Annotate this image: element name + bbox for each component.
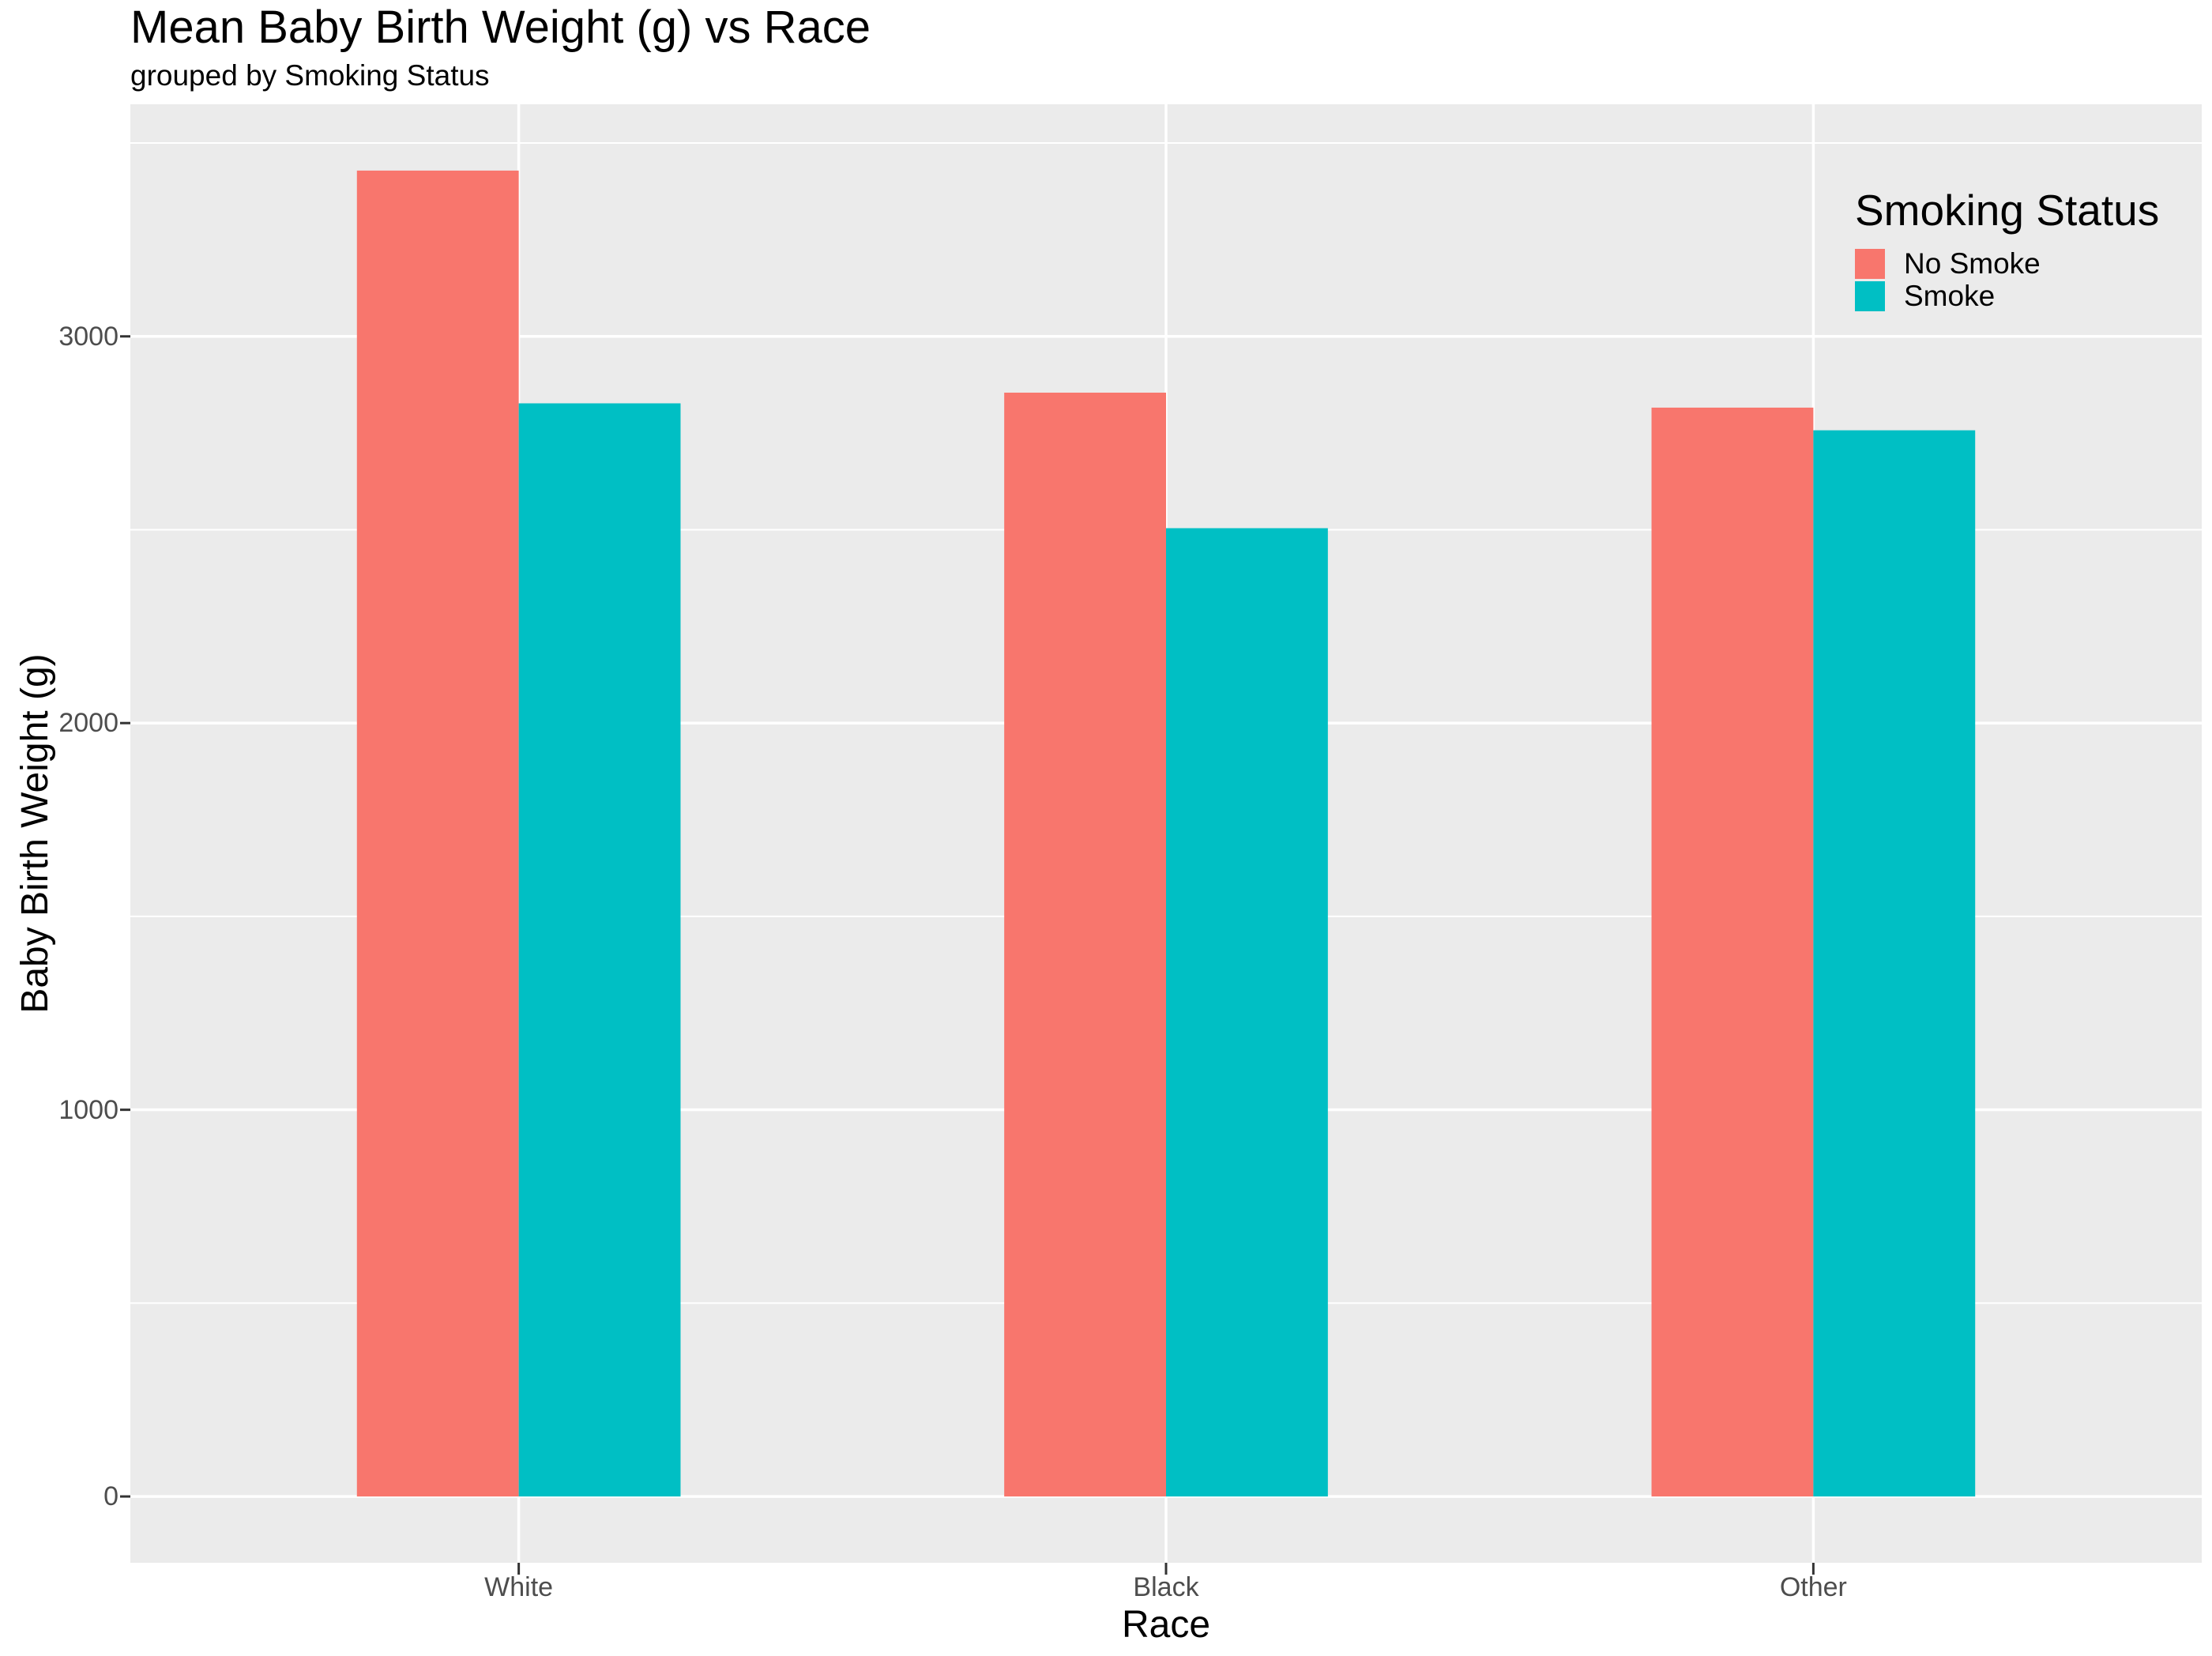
bar-smoke-white (518, 403, 681, 1497)
bar-smoke-black (1166, 528, 1328, 1497)
bar-smoke-other (1813, 430, 1976, 1497)
chart-subtitle: grouped by Smoking Status (130, 59, 490, 92)
bar-no-smoke-other (1651, 407, 1814, 1497)
legend-title: Smoking Status (1855, 186, 2160, 235)
y-tick-label-3000: 3000 (58, 321, 118, 352)
x-axis-title: Race (1121, 1604, 1211, 1646)
legend-key-no-smoke (1855, 249, 1885, 279)
y-tick-label-2000: 2000 (58, 708, 118, 739)
x-tick-label-white: White (484, 1572, 554, 1602)
legend-label-no-smoke: No Smoke (1904, 247, 2041, 280)
y-tick-label-0: 0 (103, 1481, 118, 1512)
bar-no-smoke-white (356, 170, 519, 1497)
x-tick-label-other: Other (1779, 1572, 1847, 1602)
y-tick-label-1000: 1000 (58, 1094, 118, 1125)
chart-title: Mean Baby Birth Weight (g) vs Race (130, 2, 871, 53)
x-tick-label-black: Black (1133, 1572, 1199, 1602)
bar-no-smoke-black (1004, 392, 1166, 1497)
legend-label-smoke: Smoke (1904, 280, 1996, 312)
y-axis-title: Baby Birth Weight (g) (14, 653, 56, 1014)
legend-key-smoke (1855, 281, 1885, 311)
